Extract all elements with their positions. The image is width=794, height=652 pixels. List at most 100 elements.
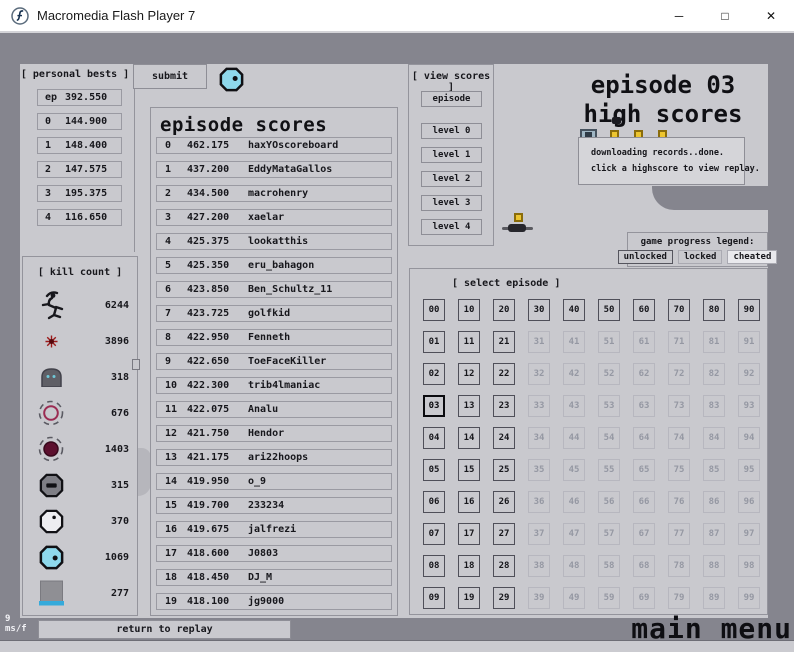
highscore-row[interactable]: 2 434.500 macrohenry: [156, 185, 392, 202]
episode-cell-42[interactable]: 42: [563, 363, 585, 385]
highscore-row[interactable]: 14 419.950 o_9: [156, 473, 392, 490]
highscore-row[interactable]: 17 418.600 J0803: [156, 545, 392, 562]
episode-cell-71[interactable]: 71: [668, 331, 690, 353]
episode-cell-25[interactable]: 25: [493, 459, 515, 481]
highscore-row[interactable]: 13 421.175 ari22hoops: [156, 449, 392, 466]
episode-cell-62[interactable]: 62: [633, 363, 655, 385]
episode-cell-32[interactable]: 32: [528, 363, 550, 385]
highscore-row[interactable]: 18 418.450 DJ_M: [156, 569, 392, 586]
episode-cell-03[interactable]: 03: [423, 395, 445, 417]
episode-cell-53[interactable]: 53: [598, 395, 620, 417]
episode-cell-60[interactable]: 60: [633, 299, 655, 321]
episode-cell-45[interactable]: 45: [563, 459, 585, 481]
episode-cell-24[interactable]: 24: [493, 427, 515, 449]
episode-cell-02[interactable]: 02: [423, 363, 445, 385]
episode-cell-00[interactable]: 00: [423, 299, 445, 321]
episode-cell-92[interactable]: 92: [738, 363, 760, 385]
highscore-row[interactable]: 11 422.075 Analu: [156, 401, 392, 418]
view-level-2-button[interactable]: level 2: [421, 171, 482, 187]
episode-cell-01[interactable]: 01: [423, 331, 445, 353]
episode-cell-16[interactable]: 16: [458, 491, 480, 513]
episode-cell-94[interactable]: 94: [738, 427, 760, 449]
episode-cell-39[interactable]: 39: [528, 587, 550, 609]
episode-cell-44[interactable]: 44: [563, 427, 585, 449]
episode-cell-61[interactable]: 61: [633, 331, 655, 353]
episode-cell-26[interactable]: 26: [493, 491, 515, 513]
episode-cell-36[interactable]: 36: [528, 491, 550, 513]
episode-cell-95[interactable]: 95: [738, 459, 760, 481]
episode-cell-48[interactable]: 48: [563, 555, 585, 577]
episode-cell-43[interactable]: 43: [563, 395, 585, 417]
episode-cell-17[interactable]: 17: [458, 523, 480, 545]
episode-cell-12[interactable]: 12: [458, 363, 480, 385]
episode-cell-49[interactable]: 49: [563, 587, 585, 609]
episode-cell-18[interactable]: 18: [458, 555, 480, 577]
episode-cell-04[interactable]: 04: [423, 427, 445, 449]
episode-cell-72[interactable]: 72: [668, 363, 690, 385]
episode-cell-87[interactable]: 87: [703, 523, 725, 545]
episode-cell-29[interactable]: 29: [493, 587, 515, 609]
episode-cell-84[interactable]: 84: [703, 427, 725, 449]
episode-cell-37[interactable]: 37: [528, 523, 550, 545]
highscore-row[interactable]: 10 422.300 trib4lmaniac: [156, 377, 392, 394]
episode-cell-57[interactable]: 57: [598, 523, 620, 545]
episode-cell-51[interactable]: 51: [598, 331, 620, 353]
episode-cell-56[interactable]: 56: [598, 491, 620, 513]
episode-cell-99[interactable]: 99: [738, 587, 760, 609]
highscore-row[interactable]: 1 437.200 EddyMataGallos: [156, 161, 392, 178]
highscore-row[interactable]: 15 419.700 233234: [156, 497, 392, 514]
minimize-button[interactable]: ─: [674, 8, 684, 23]
view-episode-button[interactable]: episode: [421, 91, 482, 107]
episode-cell-81[interactable]: 81: [703, 331, 725, 353]
episode-cell-46[interactable]: 46: [563, 491, 585, 513]
episode-cell-89[interactable]: 89: [703, 587, 725, 609]
episode-cell-93[interactable]: 93: [738, 395, 760, 417]
episode-cell-80[interactable]: 80: [703, 299, 725, 321]
highscore-row[interactable]: 16 419.675 jalfrezi: [156, 521, 392, 538]
episode-cell-52[interactable]: 52: [598, 363, 620, 385]
titlebar[interactable]: Macromedia Flash Player 7 ─ □ ✕: [0, 0, 794, 31]
episode-cell-11[interactable]: 11: [458, 331, 480, 353]
view-level-4-button[interactable]: level 4: [421, 219, 482, 235]
episode-cell-79[interactable]: 79: [668, 587, 690, 609]
episode-cell-22[interactable]: 22: [493, 363, 515, 385]
episode-cell-83[interactable]: 83: [703, 395, 725, 417]
episode-cell-08[interactable]: 08: [423, 555, 445, 577]
episode-cell-74[interactable]: 74: [668, 427, 690, 449]
episode-cell-59[interactable]: 59: [598, 587, 620, 609]
view-level-0-button[interactable]: level 0: [421, 123, 482, 139]
episode-cell-75[interactable]: 75: [668, 459, 690, 481]
episode-cell-90[interactable]: 90: [738, 299, 760, 321]
highscore-row[interactable]: 0 462.175 haxYOscoreboard: [156, 137, 392, 154]
highscore-row[interactable]: 19 418.100 jg9000: [156, 593, 392, 610]
highscore-row[interactable]: 7 423.725 golfkid: [156, 305, 392, 322]
episode-cell-28[interactable]: 28: [493, 555, 515, 577]
view-level-3-button[interactable]: level 3: [421, 195, 482, 211]
episode-cell-35[interactable]: 35: [528, 459, 550, 481]
episode-cell-10[interactable]: 10: [458, 299, 480, 321]
episode-cell-07[interactable]: 07: [423, 523, 445, 545]
highscore-row[interactable]: 6 423.850 Ben_Schultz_11: [156, 281, 392, 298]
episode-cell-96[interactable]: 96: [738, 491, 760, 513]
maximize-button[interactable]: □: [721, 8, 729, 23]
episode-cell-76[interactable]: 76: [668, 491, 690, 513]
episode-cell-13[interactable]: 13: [458, 395, 480, 417]
episode-cell-68[interactable]: 68: [633, 555, 655, 577]
episode-cell-98[interactable]: 98: [738, 555, 760, 577]
episode-cell-77[interactable]: 77: [668, 523, 690, 545]
episode-cell-70[interactable]: 70: [668, 299, 690, 321]
episode-cell-14[interactable]: 14: [458, 427, 480, 449]
episode-cell-86[interactable]: 86: [703, 491, 725, 513]
episode-cell-88[interactable]: 88: [703, 555, 725, 577]
episode-cell-66[interactable]: 66: [633, 491, 655, 513]
scroll-handle[interactable]: [132, 359, 140, 370]
episode-cell-09[interactable]: 09: [423, 587, 445, 609]
episode-cell-38[interactable]: 38: [528, 555, 550, 577]
highscore-row[interactable]: 3 427.200 xaelar: [156, 209, 392, 226]
episode-cell-05[interactable]: 05: [423, 459, 445, 481]
return-to-replay-button[interactable]: return to replay: [38, 620, 291, 639]
close-button[interactable]: ✕: [765, 8, 777, 23]
episode-cell-69[interactable]: 69: [633, 587, 655, 609]
highscore-row[interactable]: 8 422.950 Fenneth: [156, 329, 392, 346]
episode-cell-58[interactable]: 58: [598, 555, 620, 577]
